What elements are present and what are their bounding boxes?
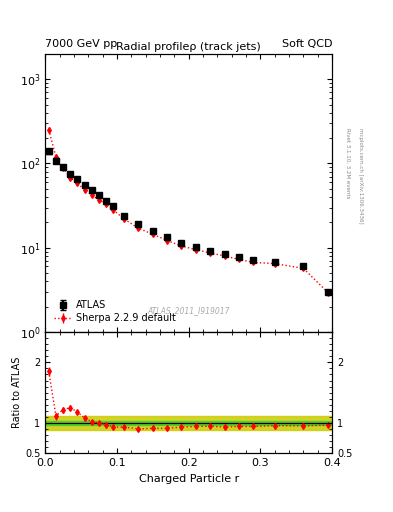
Legend: ATLAS, Sherpa 2.2.9 default: ATLAS, Sherpa 2.2.9 default: [50, 296, 180, 327]
Text: 7000 GeV pp: 7000 GeV pp: [45, 38, 118, 49]
Text: mcplots.cern.ch [arXiv:1306.3436]: mcplots.cern.ch [arXiv:1306.3436]: [358, 128, 363, 224]
Bar: [45, 416, 332, 430]
X-axis label: Charged Particle r: Charged Particle r: [138, 474, 239, 483]
Text: Soft QCD: Soft QCD: [282, 38, 332, 49]
Title: Radial profileρ (track jets): Radial profileρ (track jets): [116, 41, 261, 52]
Bar: [45, 421, 332, 425]
Y-axis label: Ratio to ATLAS: Ratio to ATLAS: [12, 357, 22, 429]
Text: ATLAS_2011_I919017: ATLAS_2011_I919017: [147, 306, 230, 315]
Text: Rivet 3.1.10, 3.2M events: Rivet 3.1.10, 3.2M events: [345, 128, 350, 198]
